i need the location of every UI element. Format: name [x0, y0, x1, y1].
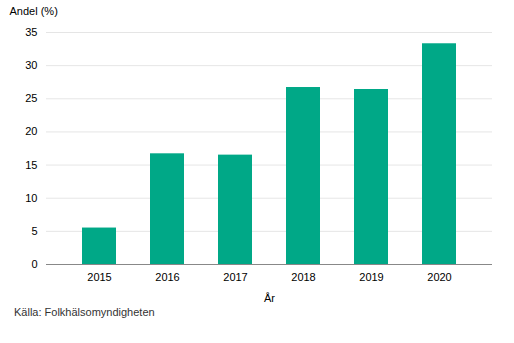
html-text:Källa: Folkhälsomyndigheten: Källa: Folkhälsomyndigheten — [14, 306, 155, 318]
svg-text:20: 20 — [25, 125, 37, 137]
svg-text:2019: 2019 — [359, 271, 383, 283]
svg-text:0: 0 — [31, 258, 37, 270]
svg-text:2016: 2016 — [155, 271, 179, 283]
svg-text:5: 5 — [31, 225, 37, 237]
svg-text:Andel (%): Andel (%) — [10, 5, 58, 17]
svg-text:35: 35 — [25, 26, 37, 38]
svg-text:15: 15 — [25, 159, 37, 171]
svg-text:2017: 2017 — [223, 271, 247, 283]
svg-text:2020: 2020 — [427, 271, 451, 283]
svg-text:25: 25 — [25, 92, 37, 104]
svg-text:2015: 2015 — [87, 271, 111, 283]
svg-text:10: 10 — [25, 192, 37, 204]
svg-text:2018: 2018 — [291, 271, 315, 283]
svg-text:30: 30 — [25, 59, 37, 71]
svg-text:År: År — [264, 292, 275, 304]
